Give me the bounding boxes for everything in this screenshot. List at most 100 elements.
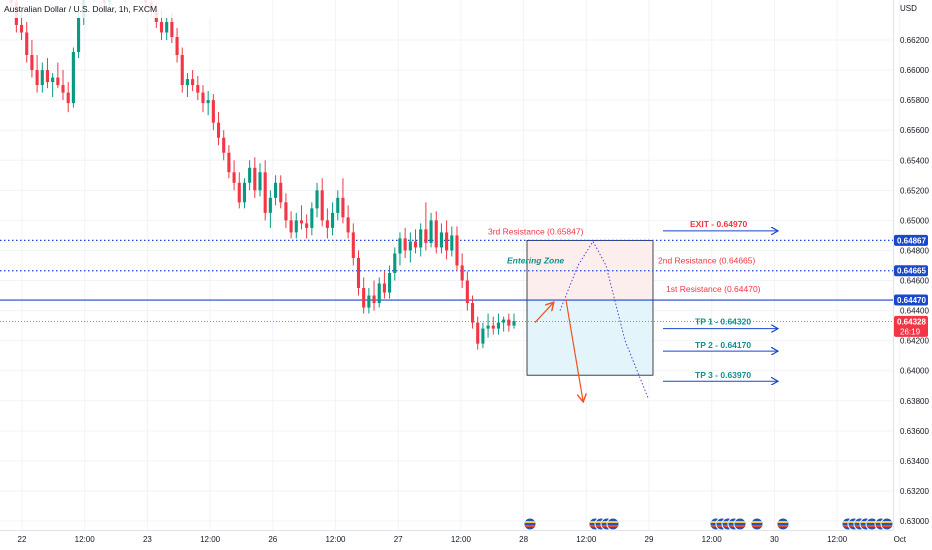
time-tick-label: 12:00: [325, 535, 346, 544]
time-tick-label: 12:00: [576, 535, 597, 544]
candle-body: [429, 220, 433, 243]
candle-body: [232, 172, 236, 183]
price-tick-label: 0.63200: [900, 487, 929, 496]
flag-stripe-a: [867, 521, 877, 523]
candle-body: [263, 172, 267, 213]
price-tick-label: 0.66000: [900, 66, 929, 75]
candle-body: [367, 295, 371, 308]
candle-body: [403, 238, 407, 251]
candle-body: [242, 182, 247, 203]
candle-body: [35, 70, 39, 86]
drop-arrow: [565, 299, 583, 401]
flag-stripe-b: [752, 525, 762, 527]
candle-body: [496, 322, 501, 329]
candle-body: [305, 223, 309, 228]
candle-body: [450, 235, 454, 251]
price-tick-label: 0.64000: [900, 367, 929, 376]
current-price-tag-bg: [894, 315, 928, 337]
time-axis[interactable]: 22 12:00 23 12:00 26 12:00 27 12:00 28 12:00 29 12:…: [0, 530, 907, 545]
event-flag-icon[interactable]: [523, 517, 537, 531]
candle-body: [237, 182, 241, 203]
price-axis[interactable]: USD 0.66200 0.66000 0.65800 0.65600 0.65400 0…: [893, 0, 930, 530]
candle-body: [362, 288, 366, 308]
time-tick-label: 23: [143, 535, 152, 544]
flag-circle: [880, 517, 894, 531]
candle-body: [165, 21, 169, 33]
flag-circle: [733, 517, 747, 531]
entry-arrow: [534, 303, 553, 323]
price-tick-label: 0.64600: [900, 277, 929, 286]
candle-body: [460, 265, 464, 281]
candle-body: [248, 167, 252, 183]
third-resistance-label: 3rd Resistance (0.65847): [488, 226, 584, 236]
candle-body: [45, 70, 50, 83]
target-zone-box: [526, 299, 654, 376]
price-tick-label: 0.65600: [900, 126, 929, 135]
time-tick-label: 22: [18, 535, 27, 544]
second-resistance-tag: 0.64665: [897, 267, 926, 276]
candle-body: [320, 190, 324, 221]
price-tick-label: 0.65400: [900, 156, 929, 165]
candle-body: [419, 229, 423, 248]
candle-body: [299, 220, 304, 224]
candle-body: [408, 241, 412, 251]
candle-body: [40, 70, 44, 86]
candle-body: [56, 77, 60, 86]
countdown-tag: 26:19: [900, 327, 921, 336]
candle-body: [341, 197, 345, 218]
time-tick-label: 12:00: [451, 535, 472, 544]
flag-stripe-a: [882, 521, 892, 523]
candle-body: [445, 232, 449, 251]
event-flag-icon[interactable]: [606, 517, 620, 531]
candle-body: [331, 212, 335, 228]
event-flag-icon[interactable]: [733, 517, 747, 531]
candle-body: [196, 85, 200, 93]
grid: [0, 0, 901, 530]
event-flag-icon[interactable]: [776, 517, 790, 531]
candle-body: [351, 232, 355, 258]
economic-events[interactable]: [523, 517, 894, 531]
time-tick-label: Oct: [894, 535, 907, 544]
candle-body: [222, 137, 226, 153]
symbol-title[interactable]: Australian Dollar / U.S. Dollar, 1h, FXC…: [4, 4, 157, 14]
candle-body: [470, 303, 475, 323]
event-flag-icon[interactable]: [880, 517, 894, 531]
candle-body: [398, 238, 402, 254]
candle-body: [481, 328, 485, 344]
third-resistance-tag-bg: [894, 234, 928, 246]
candle-body: [507, 319, 511, 326]
candle-body: [77, 17, 81, 53]
flag-stripe-a: [752, 521, 762, 523]
candle-body: [30, 55, 34, 71]
candle-body: [227, 152, 231, 173]
candle-body: [476, 322, 480, 344]
time-tick-label: 29: [645, 535, 654, 544]
time-tick-label: 26: [268, 535, 277, 544]
scenario-overlay: [534, 231, 777, 401]
candle-body: [491, 325, 495, 329]
tp2-label: TP 2 - 0.64170: [695, 340, 751, 350]
event-flag-icon[interactable]: [865, 517, 879, 531]
event-flag-icon[interactable]: [750, 517, 764, 531]
candle-body: [273, 182, 278, 198]
time-tick-label: 28: [519, 535, 528, 544]
level-lines: [0, 239, 893, 322]
time-tick-label: 27: [394, 535, 403, 544]
candle-body: [502, 319, 506, 323]
third-resistance-tag: 0.64867: [897, 236, 926, 245]
price-tick-label: 0.63800: [900, 397, 929, 406]
candle-body: [201, 92, 205, 104]
flag-stripe-a: [778, 521, 788, 523]
price-tick-label: 0.64200: [900, 337, 929, 346]
candle-body: [294, 220, 298, 233]
candle-body: [512, 321, 516, 326]
flag-circle: [606, 517, 620, 531]
candle-body: [25, 32, 29, 56]
price-tick-label: 0.64400: [900, 307, 929, 316]
candle-body: [388, 272, 392, 293]
candle-body: [455, 235, 459, 266]
price-tick-label: 0.66200: [900, 36, 929, 45]
